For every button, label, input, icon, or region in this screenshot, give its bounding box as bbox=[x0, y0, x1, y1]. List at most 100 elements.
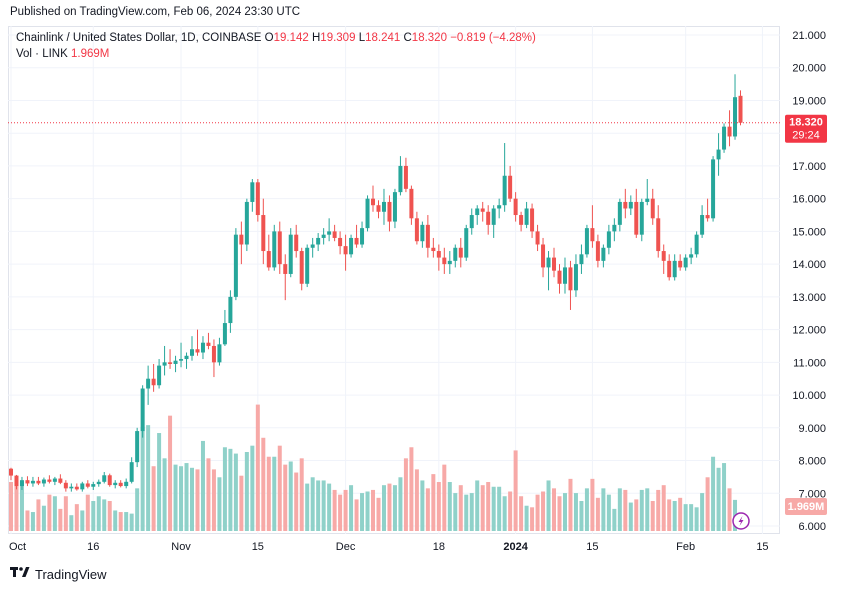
volume-bar bbox=[228, 448, 233, 531]
candle-body bbox=[305, 247, 310, 284]
volume-bar bbox=[184, 463, 189, 531]
candle-body bbox=[414, 218, 419, 242]
candle-body bbox=[480, 208, 485, 212]
volume-bar bbox=[453, 493, 458, 531]
candle-body bbox=[562, 267, 567, 284]
time-tick-label: Nov bbox=[171, 541, 191, 553]
candle-body bbox=[217, 344, 222, 363]
volume-bar bbox=[305, 483, 310, 531]
volume-bar bbox=[541, 491, 546, 531]
time-tick-label: 15 bbox=[252, 541, 264, 553]
volume-bar bbox=[519, 496, 524, 531]
volume-label[interactable]: Vol · LINK bbox=[16, 48, 68, 60]
volume-bar bbox=[469, 493, 474, 531]
volume-tag-value: 1.969M bbox=[788, 501, 825, 513]
candle-body bbox=[546, 257, 551, 268]
volume-bar bbox=[349, 485, 354, 531]
volume-bar bbox=[129, 513, 134, 531]
candle-body bbox=[173, 360, 178, 364]
volume-bar bbox=[645, 488, 650, 531]
volume-bar bbox=[595, 497, 600, 531]
volume-bar bbox=[30, 512, 35, 531]
time-tick-label: 2024 bbox=[503, 541, 528, 553]
ohlc-legend: Chainlink / United States Dollar, 1D, CO… bbox=[16, 32, 536, 44]
volume-bar bbox=[420, 480, 425, 531]
candle-body bbox=[573, 264, 578, 291]
volume-bar bbox=[327, 483, 332, 531]
candle-body bbox=[255, 182, 260, 216]
candle-body bbox=[590, 228, 595, 242]
volume-bar bbox=[19, 482, 24, 531]
price-candles bbox=[9, 74, 743, 492]
candle-body bbox=[107, 475, 112, 486]
volume-bar bbox=[14, 480, 19, 531]
tradingview-logo-text: TradingView bbox=[35, 566, 107, 582]
volume-bar bbox=[135, 488, 140, 531]
candle-body bbox=[519, 215, 524, 225]
volume-bar bbox=[606, 494, 611, 531]
volume-bar bbox=[179, 466, 184, 531]
volume-bar bbox=[442, 464, 447, 531]
volume-bar bbox=[458, 485, 463, 531]
price-tick-label: 9.000 bbox=[798, 423, 826, 435]
candle-body bbox=[431, 247, 436, 252]
volume-bar bbox=[634, 499, 639, 531]
volume-bar bbox=[601, 488, 606, 531]
candle-body bbox=[530, 208, 535, 232]
volume-bar bbox=[69, 515, 74, 531]
candle-body bbox=[233, 234, 238, 297]
volume-bar bbox=[277, 445, 282, 531]
candle-body bbox=[634, 201, 639, 235]
candle-body bbox=[606, 231, 611, 248]
candle-body bbox=[360, 228, 365, 245]
volume-bar bbox=[628, 502, 633, 531]
volume-bar bbox=[217, 477, 222, 531]
volume-bar bbox=[689, 504, 694, 531]
volume-bar bbox=[491, 486, 496, 531]
candle-body bbox=[552, 257, 557, 271]
volume-bar bbox=[678, 497, 683, 531]
volume-bar bbox=[431, 474, 436, 531]
volume-bar bbox=[590, 478, 595, 531]
volume-bar bbox=[727, 488, 732, 531]
volume-bar bbox=[508, 491, 513, 531]
candle-body bbox=[74, 486, 79, 490]
candle-body bbox=[447, 260, 452, 265]
candle-body bbox=[52, 478, 57, 482]
last-price-value: 18.320 bbox=[789, 117, 823, 129]
candle-body bbox=[299, 251, 304, 284]
candle-body bbox=[200, 342, 205, 353]
candle-body bbox=[458, 247, 463, 258]
price-tick-label: 15.000 bbox=[792, 226, 826, 238]
tradingview-logo[interactable]: TradingView bbox=[10, 566, 107, 582]
candle-body bbox=[80, 483, 85, 490]
price-tick-label: 11.000 bbox=[793, 357, 826, 369]
candle-body bbox=[705, 215, 710, 219]
candle-body bbox=[195, 349, 200, 353]
volume-bar bbox=[206, 458, 211, 531]
volume-bar bbox=[63, 496, 68, 531]
candle-body bbox=[9, 468, 13, 476]
volume-bar bbox=[623, 489, 628, 531]
volume-bar bbox=[36, 499, 41, 531]
volume-bar bbox=[722, 463, 727, 531]
volume-bar bbox=[436, 482, 441, 531]
candle-body bbox=[612, 224, 617, 232]
volume-bar bbox=[272, 456, 277, 531]
candle-body bbox=[579, 254, 584, 265]
volume-bar bbox=[568, 478, 573, 531]
candle-body bbox=[716, 149, 721, 160]
volume-bar bbox=[190, 467, 195, 531]
volume-bar bbox=[41, 505, 46, 531]
symbol-title[interactable]: Chainlink / United States Dollar, 1D, CO… bbox=[16, 32, 262, 44]
time-tick-label: Dec bbox=[336, 541, 356, 553]
volume-bar bbox=[96, 496, 101, 531]
volume-bar bbox=[118, 512, 123, 531]
time-axis: Oct 16 Nov 15 Dec 18 2024 15 Feb 15 bbox=[9, 541, 769, 553]
candle-body bbox=[102, 475, 107, 482]
volume-bar bbox=[299, 458, 304, 531]
low-value: L18.241 bbox=[358, 32, 401, 44]
volume-bar bbox=[672, 500, 677, 531]
